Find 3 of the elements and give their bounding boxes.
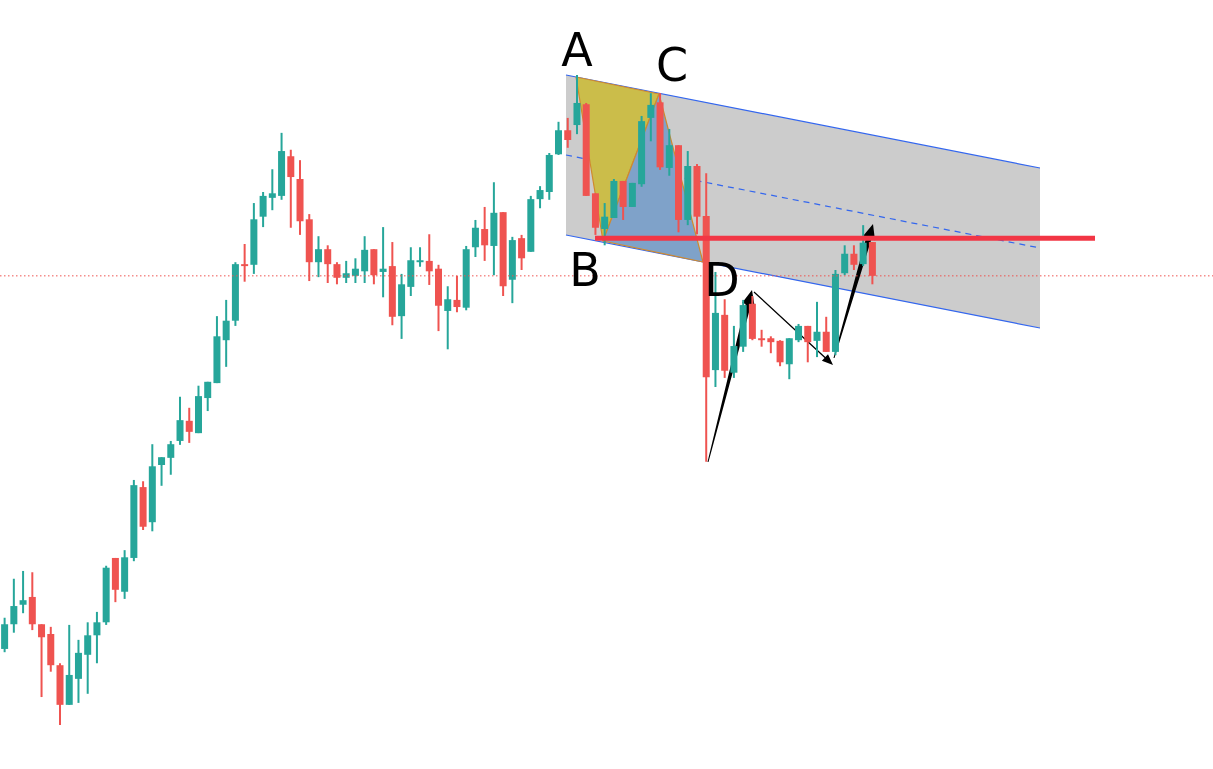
- annotation: B: [569, 243, 601, 297]
- annotation: C: [655, 38, 689, 92]
- annotation: A: [561, 23, 594, 77]
